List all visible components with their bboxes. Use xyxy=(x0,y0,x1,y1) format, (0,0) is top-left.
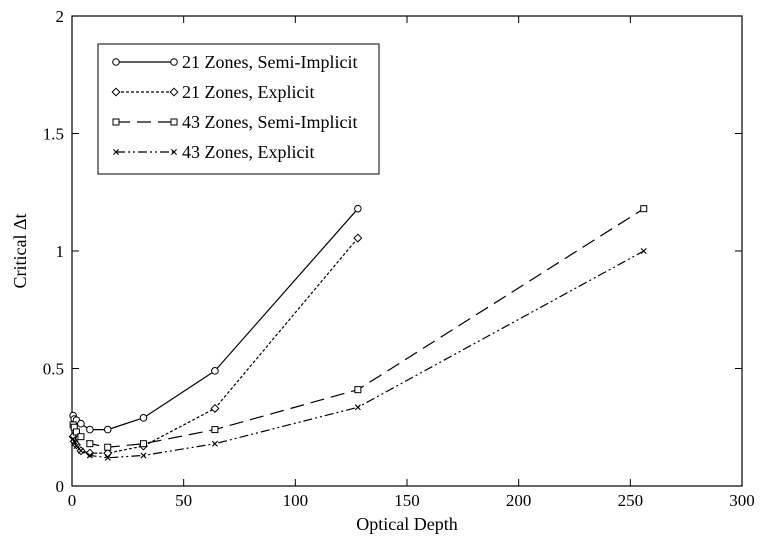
series-4-point xyxy=(140,452,147,459)
x-tick-label: 250 xyxy=(618,491,644,510)
series-3-point xyxy=(77,433,85,441)
legend-label-series-3: 43 Zones, Semi-Implicit xyxy=(182,112,357,132)
series-3-point xyxy=(354,386,362,394)
series-1-point xyxy=(86,425,94,434)
legend-samples xyxy=(111,58,179,155)
legend-marker-series-2 xyxy=(169,87,179,97)
series-3-line xyxy=(72,208,645,448)
y-tick-label: 1.5 xyxy=(43,125,64,144)
x-axis-title: Optical Depth xyxy=(356,514,457,534)
x-tick-label: 200 xyxy=(506,491,532,510)
series-4-point xyxy=(86,452,93,459)
series-layer xyxy=(68,204,648,461)
y-tick-label: 2 xyxy=(56,7,65,26)
x-tick-label: 100 xyxy=(283,491,309,510)
series-1-point xyxy=(211,367,219,375)
series-3-point xyxy=(86,440,94,448)
y-axis-title: Critical Δt xyxy=(10,213,30,288)
x-tick-label: 300 xyxy=(729,491,755,510)
y-tick-label: 0.5 xyxy=(43,360,64,379)
x-tick-label: 150 xyxy=(394,491,420,510)
series-3-point xyxy=(104,443,112,451)
series-4-point xyxy=(71,438,78,445)
series-2-point xyxy=(103,448,113,458)
legend-label-series-2: 21 Zones, Explicit xyxy=(182,82,314,102)
series-4-point xyxy=(104,454,111,461)
legend-marker-series-4 xyxy=(171,149,177,155)
legend-marker-series-1 xyxy=(112,58,120,66)
series-4-point xyxy=(640,248,647,254)
series-3-point xyxy=(72,428,80,436)
legend-marker-series-3 xyxy=(170,118,178,126)
series-4-point xyxy=(73,443,80,450)
legend-label-series-4: 43 Zones, Explicit xyxy=(182,142,314,162)
y-tick-label: 0 xyxy=(56,477,65,496)
series-1-point xyxy=(103,425,112,434)
series-1-point xyxy=(77,419,85,428)
legend-label-series-1: 21 Zones, Semi-Implicit xyxy=(182,52,357,72)
series-1-point xyxy=(139,414,148,422)
series-2-point xyxy=(353,233,363,243)
series-4-line xyxy=(72,250,645,459)
series-4-point xyxy=(211,440,218,447)
series-2-point xyxy=(210,403,220,413)
legend-marker-series-4 xyxy=(113,149,119,155)
series-3-point xyxy=(139,440,147,448)
legend-marker-series-1 xyxy=(170,58,178,66)
legend-marker-series-3 xyxy=(112,118,120,126)
series-4-point xyxy=(354,404,361,411)
series-2-line xyxy=(72,237,359,454)
x-tick-label: 0 xyxy=(68,491,77,510)
series-3-point xyxy=(211,426,219,434)
legend-marker-series-2 xyxy=(111,87,121,97)
series-1-line xyxy=(72,208,359,431)
axis-ticks: 0 50 100 150 200 250 300 0 0.5 1 1.5 2 xyxy=(43,7,755,510)
y-tick-label: 1 xyxy=(56,242,65,261)
series-4-point xyxy=(77,447,84,454)
series-1-point xyxy=(354,204,362,213)
legend: 21 Zones, Semi-Implicit 21 Zones, Explic… xyxy=(97,43,380,175)
series-3-point xyxy=(640,205,648,213)
x-tick-label: 50 xyxy=(175,491,192,510)
